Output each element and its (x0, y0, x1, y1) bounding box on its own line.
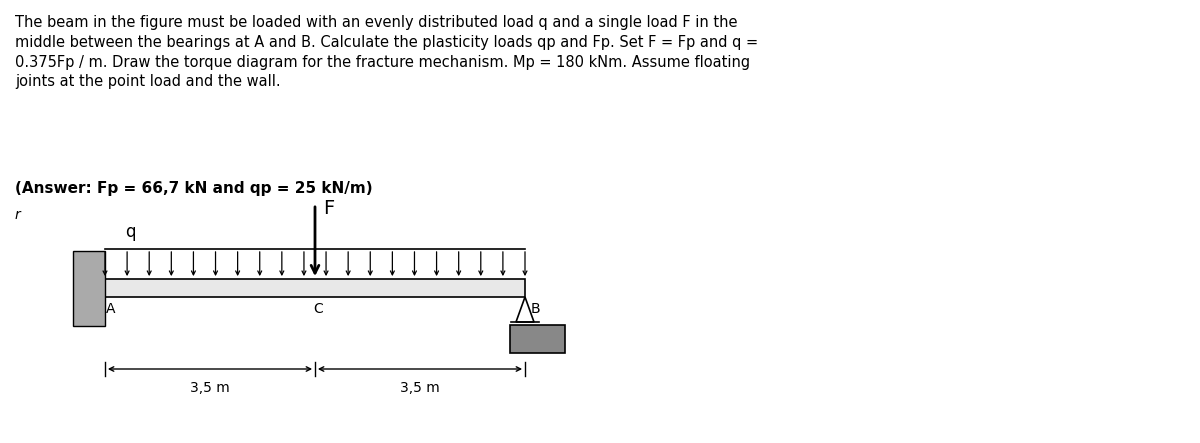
Text: 3,5 m: 3,5 m (400, 381, 440, 395)
Text: (Answer: Fp = 66,7 kN and qp = 25 kN/m): (Answer: Fp = 66,7 kN and qp = 25 kN/m) (14, 181, 373, 196)
Bar (106, 279, 526, 297)
Text: B: B (530, 302, 541, 316)
Text: C: C (313, 302, 323, 316)
Text: q: q (125, 223, 136, 241)
Bar (510, 325, 564, 353)
Text: The beam in the figure must be loaded with an evenly distributed load q and a si: The beam in the figure must be loaded wi… (14, 15, 758, 89)
Polygon shape (516, 297, 534, 322)
Text: F: F (323, 199, 335, 218)
Text: A: A (106, 302, 115, 316)
Text: r: r (14, 208, 20, 222)
Bar (73, 250, 106, 326)
Text: 3,5 m: 3,5 m (190, 381, 230, 395)
